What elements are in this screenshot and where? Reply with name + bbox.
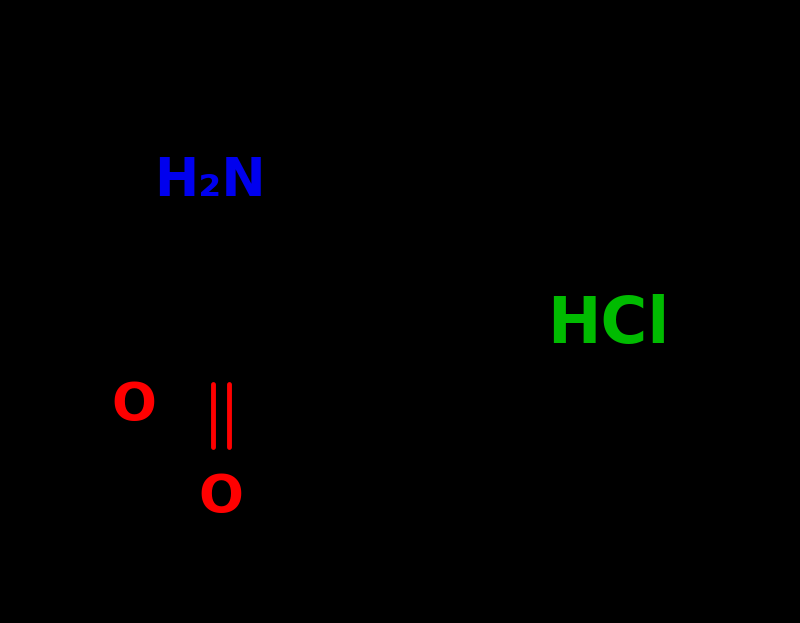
Text: O: O — [112, 380, 157, 432]
Text: O: O — [198, 472, 243, 524]
Text: HCl: HCl — [547, 294, 670, 356]
Text: H₂N: H₂N — [154, 155, 266, 207]
